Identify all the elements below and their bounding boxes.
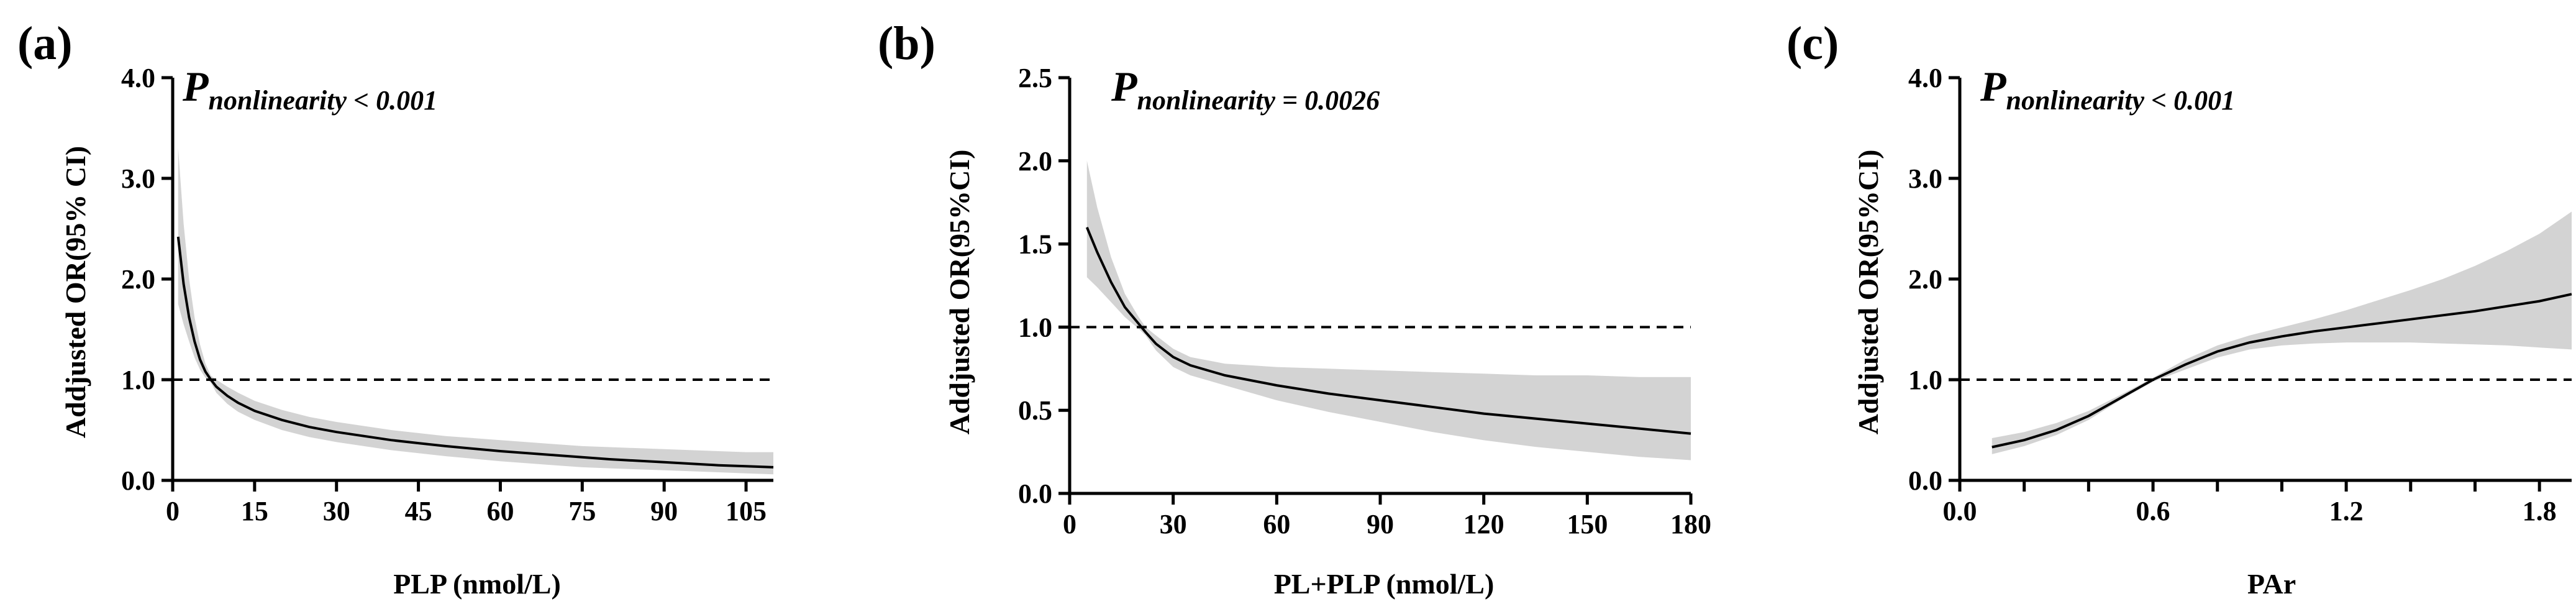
y-tick-label: 2.5 bbox=[1018, 63, 1052, 93]
x-tick-label: 0.6 bbox=[2136, 496, 2170, 526]
panel-label: (a) bbox=[17, 17, 73, 70]
x-tick-label: 75 bbox=[568, 496, 596, 526]
y-axis-title: Addjusted OR(95%CI) bbox=[1852, 150, 1884, 435]
panel-b: (b) Pnonlinearity = 0.0026 PL+PLP (nmol/… bbox=[878, 17, 1711, 600]
x-tick-label: 30 bbox=[323, 496, 350, 526]
x-tick-label: 120 bbox=[1463, 509, 1504, 539]
plot-area bbox=[173, 148, 774, 475]
y-axis-title: Addjusted OR(95%CI) bbox=[944, 150, 975, 435]
x-tick-label: 15 bbox=[241, 496, 268, 526]
or-curve bbox=[1991, 293, 2572, 449]
p-value-symbol: P bbox=[1980, 63, 2006, 110]
y-axis-title: Addjusted OR(95% CI) bbox=[60, 146, 91, 438]
y-tick-label: 1.5 bbox=[1018, 229, 1052, 260]
x-tick-label: 90 bbox=[650, 496, 678, 526]
p-value-annotation: Pnonlinearity = 0.0026 bbox=[1111, 63, 1380, 116]
y-tick-label: 3.0 bbox=[1908, 163, 1942, 194]
y-tick-label: 1.0 bbox=[121, 365, 155, 395]
axes: 0 15 30 45 60 75 90 105 0.0 1.0 2.0 3.0 4.0 bbox=[121, 63, 773, 526]
p-value-text: < 0.001 bbox=[2144, 85, 2235, 116]
x-tick-label: 105 bbox=[726, 496, 767, 526]
x-tick-label: 45 bbox=[405, 496, 432, 526]
x-tick-label: 150 bbox=[1567, 509, 1608, 539]
ci-band bbox=[1086, 160, 1691, 460]
panel-label: (c) bbox=[1786, 17, 1839, 70]
y-tick-label: 3.0 bbox=[121, 163, 155, 194]
y-tick-label: 0.5 bbox=[1018, 395, 1052, 426]
axes: 0 30 60 90 120 150 180 0.0 0.5 1.0 1.5 2.0 2.5 bbox=[1018, 63, 1711, 539]
plot-area bbox=[1070, 160, 1691, 460]
plot-area bbox=[1960, 211, 2572, 454]
x-tick-label: 1.2 bbox=[2329, 496, 2364, 526]
p-value-annotation: Pnonlinearity < 0.001 bbox=[182, 63, 437, 116]
x-tick-label: 60 bbox=[486, 496, 514, 526]
p-value-subscript: nonlinearity bbox=[2006, 85, 2145, 116]
y-tick-label: 4.0 bbox=[121, 63, 155, 93]
x-axis-title: PLP (nmol/L) bbox=[393, 568, 561, 600]
x-tick-label: 60 bbox=[1263, 509, 1290, 539]
p-value-text: < 0.001 bbox=[347, 85, 437, 116]
ci-band bbox=[178, 148, 773, 475]
p-value-annotation: Pnonlinearity < 0.001 bbox=[1980, 63, 2235, 116]
x-tick-label: 0 bbox=[1063, 509, 1076, 539]
y-tick-label: 1.0 bbox=[1018, 312, 1052, 342]
or-curve bbox=[176, 236, 774, 469]
y-tick-label: 1.0 bbox=[1908, 365, 1942, 395]
axes: 0.0 0.6 1.2 1.8 0.0 1.0 2.0 3.0 4.0 bbox=[1908, 63, 2572, 526]
y-tick-label: 0.0 bbox=[1908, 465, 1942, 496]
or-curve bbox=[1085, 227, 1691, 435]
y-tick-label: 2.0 bbox=[121, 264, 155, 295]
x-tick-label: 30 bbox=[1160, 509, 1187, 539]
p-value-symbol: P bbox=[1111, 63, 1137, 110]
x-tick-label: 1.8 bbox=[2523, 496, 2557, 526]
x-axis-title: PL+PLP (nmol/L) bbox=[1274, 568, 1495, 600]
p-value-symbol: P bbox=[182, 63, 209, 110]
ci-band bbox=[1991, 211, 2572, 454]
y-tick-label: 2.0 bbox=[1908, 264, 1942, 295]
x-tick-label: 90 bbox=[1367, 509, 1394, 539]
y-tick-label: 0.0 bbox=[121, 465, 155, 496]
y-tick-label: 2.0 bbox=[1018, 146, 1052, 176]
y-tick-label: 0.0 bbox=[1018, 478, 1052, 509]
x-tick-label: 0 bbox=[166, 496, 180, 526]
x-tick-label: 180 bbox=[1670, 509, 1711, 539]
p-value-subscript: nonlinearity bbox=[209, 85, 347, 116]
p-value-subscript: nonlinearity bbox=[1137, 85, 1276, 116]
panel-label: (b) bbox=[878, 17, 935, 70]
x-axis-title: PAr bbox=[2247, 568, 2296, 600]
panel-c: (c) Pnonlinearity < 0.001 PAr Addjusted … bbox=[1786, 17, 2572, 600]
x-tick-label: 0.0 bbox=[1943, 496, 1977, 526]
panel-a: (a) Pnonlinearity < 0.001 PLP (nmol/L) A… bbox=[17, 17, 774, 600]
p-value-text: = 0.0026 bbox=[1275, 85, 1380, 116]
y-tick-label: 4.0 bbox=[1908, 63, 1942, 93]
